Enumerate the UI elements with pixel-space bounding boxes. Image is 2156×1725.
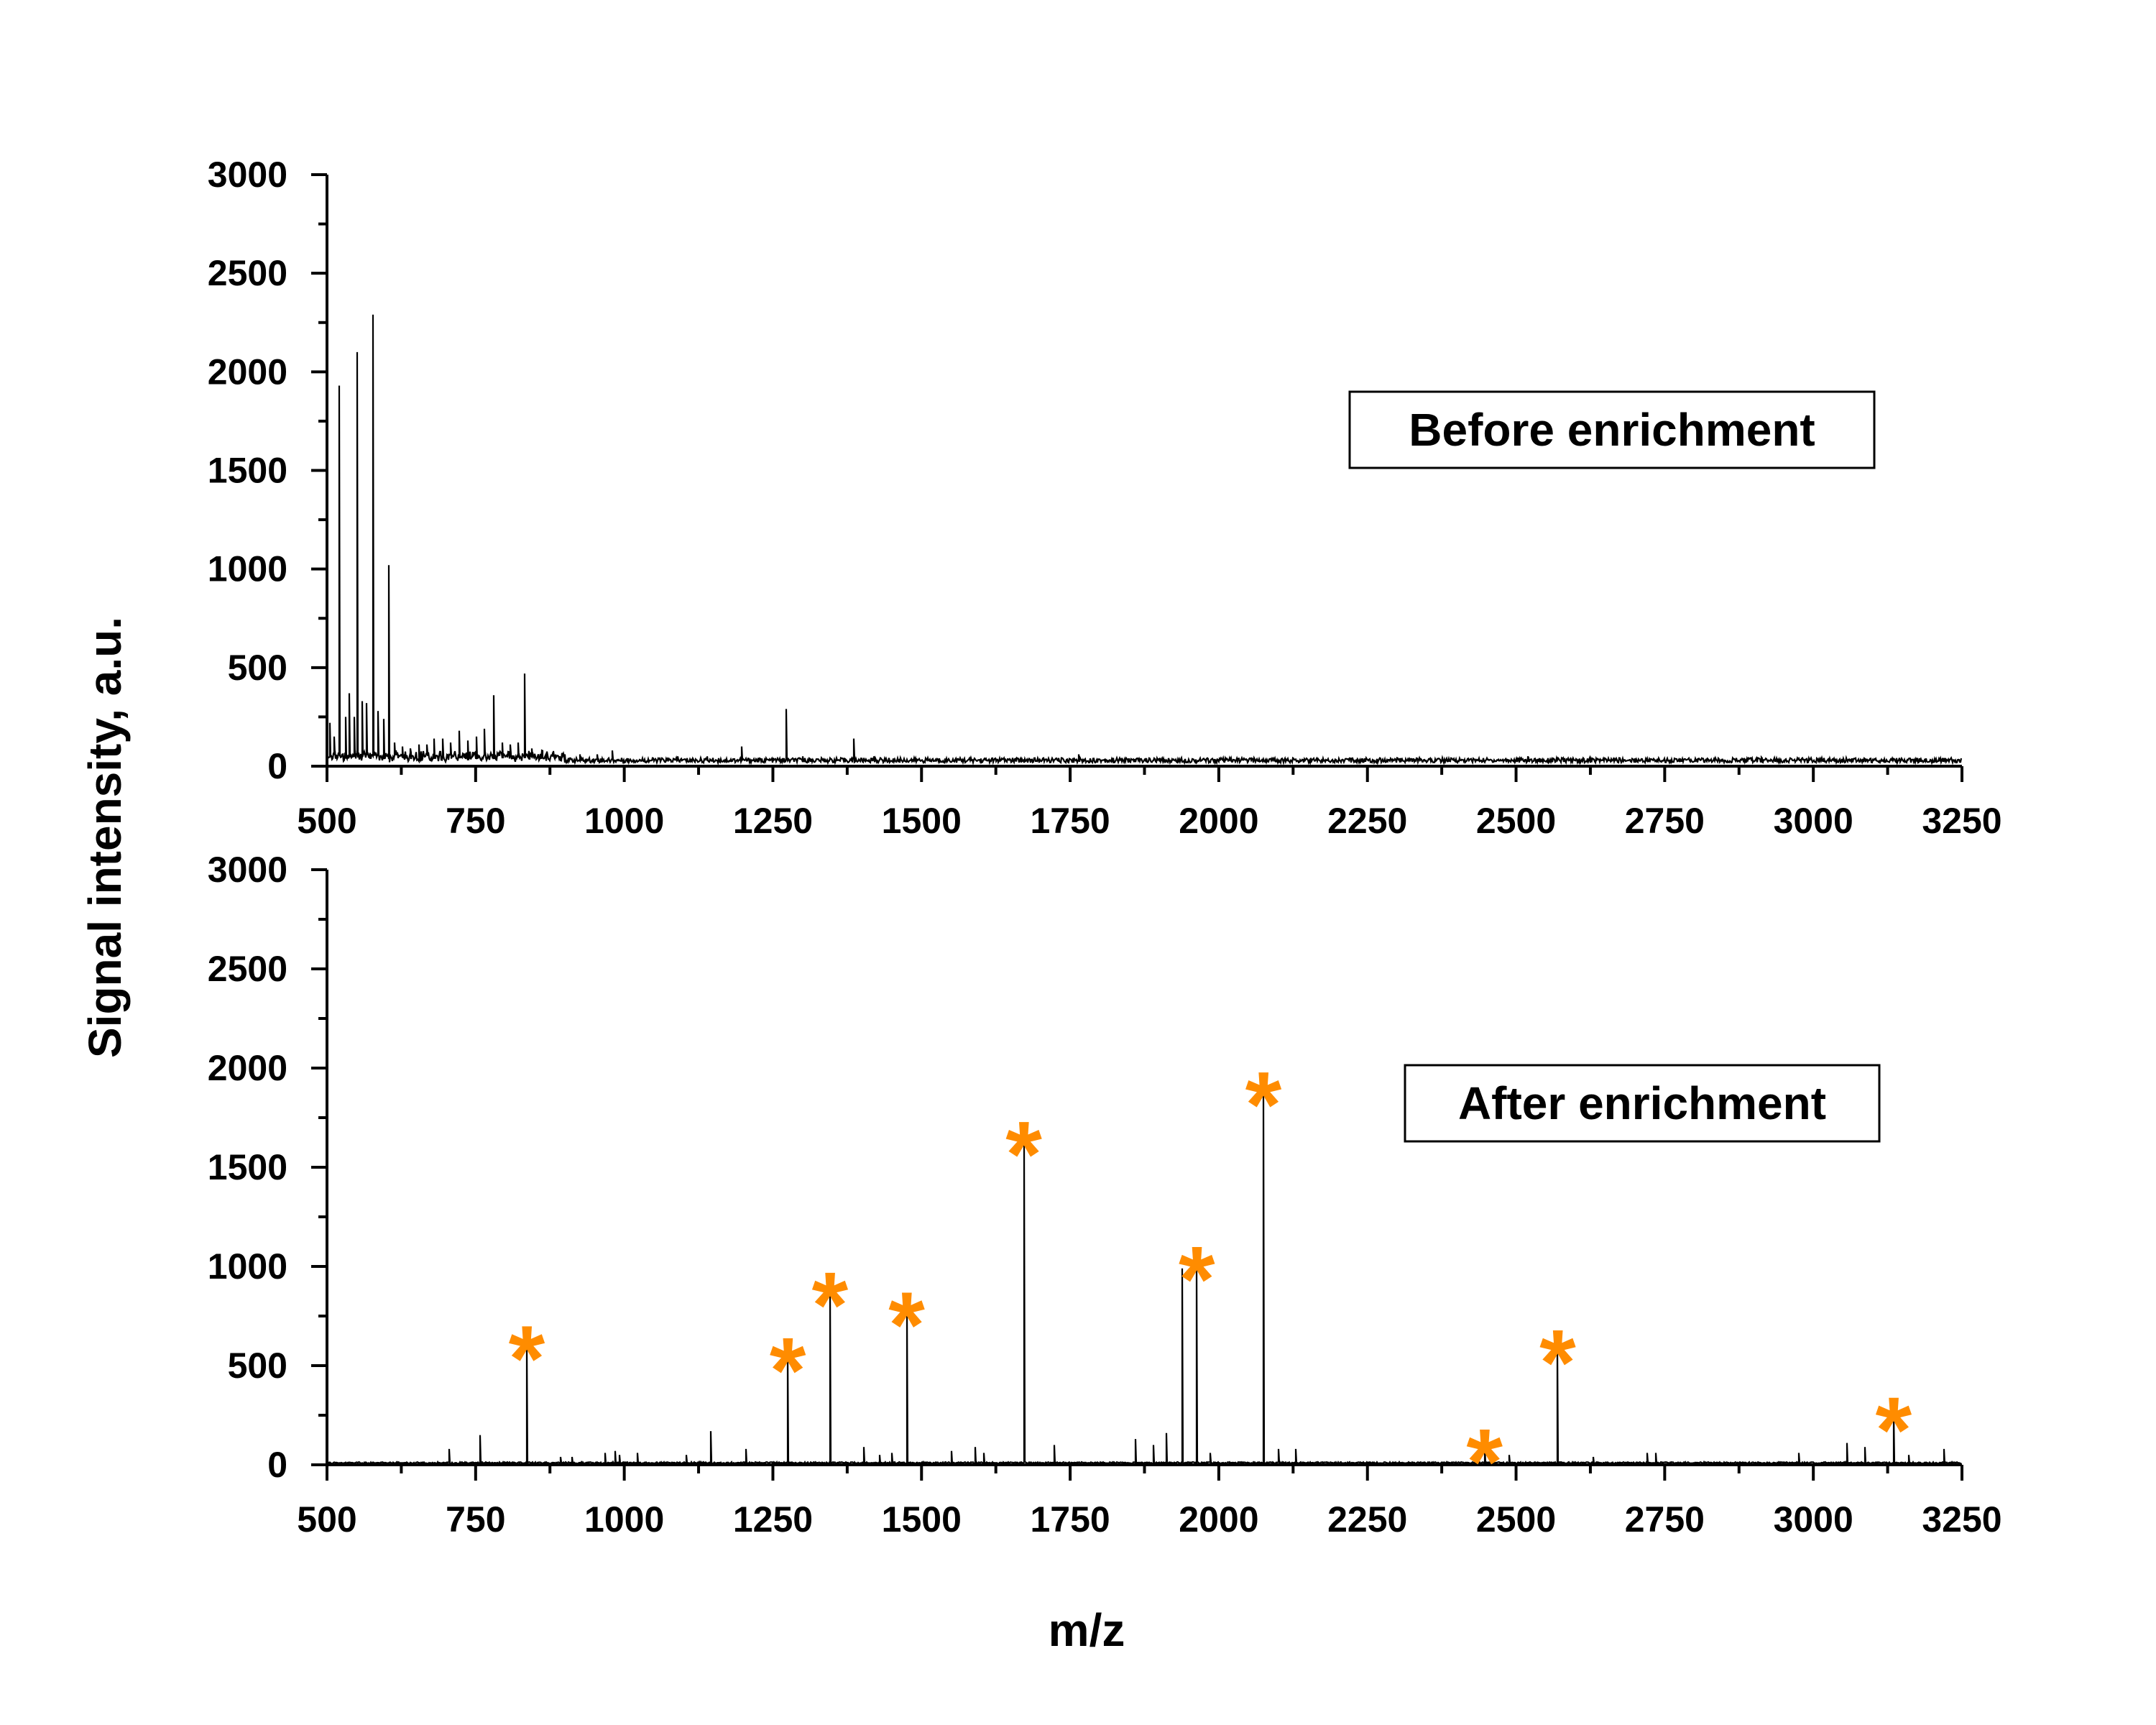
x-tick-label: 500	[297, 801, 356, 841]
y-tick-label: 0	[267, 746, 287, 786]
peak-asterisk: *	[888, 1272, 925, 1377]
peak-asterisk: *	[1179, 1226, 1215, 1331]
y-tick-label: 1000	[208, 549, 287, 589]
peak-asterisk: *	[1539, 1310, 1576, 1414]
y-tick-label: 500	[228, 1346, 287, 1386]
x-tick-label: 1500	[882, 1499, 962, 1540]
y-axis-title: Signal intensity, a.u.	[79, 617, 131, 1058]
y-tick-label: 2500	[208, 949, 287, 989]
peak-asterisk: *	[509, 1306, 545, 1411]
legend: After enrichment	[1404, 1064, 1881, 1143]
x-tick-label: 1000	[584, 1499, 664, 1540]
x-tick-label: 750	[446, 801, 505, 841]
legend: Before enrichment	[1348, 390, 1876, 469]
x-tick-label: 1750	[1030, 1499, 1110, 1540]
peak-asterisk: *	[812, 1252, 849, 1357]
y-tick-label: 1500	[208, 1147, 287, 1187]
x-tick-label: 1250	[733, 1499, 813, 1540]
x-tick-label: 3250	[1922, 801, 2001, 841]
y-tick-label: 2000	[208, 1048, 287, 1088]
peak-asterisk: *	[1876, 1377, 1912, 1482]
spectrum-line	[327, 1087, 1962, 1467]
x-tick-label: 750	[446, 1499, 505, 1540]
y-tick-label: 3000	[208, 155, 287, 195]
y-tick-label: 1000	[208, 1246, 287, 1287]
y-tick-label: 2000	[208, 351, 287, 392]
x-tick-label: 2250	[1327, 1499, 1407, 1540]
peak-asterisk: *	[1005, 1102, 1042, 1207]
legend-box	[1348, 390, 1876, 469]
x-tick-label: 3250	[1922, 1499, 2001, 1540]
x-tick-label: 2750	[1625, 801, 1705, 841]
y-tick-label: 500	[228, 648, 287, 688]
x-tick-label: 1500	[882, 801, 962, 841]
x-tick-label: 1000	[584, 801, 664, 841]
x-tick-label: 3000	[1774, 801, 1853, 841]
x-axis-title: m/z	[1049, 1604, 1125, 1656]
spectrum-line	[327, 314, 1963, 766]
x-tick-label: 2250	[1327, 801, 1407, 841]
y-tick-label: 1500	[208, 451, 287, 491]
x-tick-label: 2000	[1179, 1499, 1258, 1540]
x-tick-label: 3000	[1774, 1499, 1853, 1540]
peak-asterisk: *	[1245, 1052, 1282, 1157]
y-tick-label: 0	[267, 1445, 287, 1485]
legend-box	[1404, 1064, 1881, 1143]
peak-asterisk: *	[1466, 1409, 1503, 1514]
y-tick-label: 3000	[208, 850, 287, 890]
x-tick-label: 1250	[733, 801, 813, 841]
peak-asterisk: *	[770, 1317, 806, 1422]
x-tick-label: 2000	[1179, 801, 1258, 841]
y-tick-label: 2500	[208, 253, 287, 293]
x-tick-label: 1750	[1030, 801, 1110, 841]
x-tick-label: 500	[297, 1499, 356, 1540]
x-tick-label: 2750	[1625, 1499, 1705, 1540]
x-tick-label: 2500	[1476, 1499, 1556, 1540]
x-tick-label: 2500	[1476, 801, 1556, 841]
legend-label: Before enrichment	[1409, 404, 1815, 456]
legend-label: After enrichment	[1458, 1077, 1826, 1129]
